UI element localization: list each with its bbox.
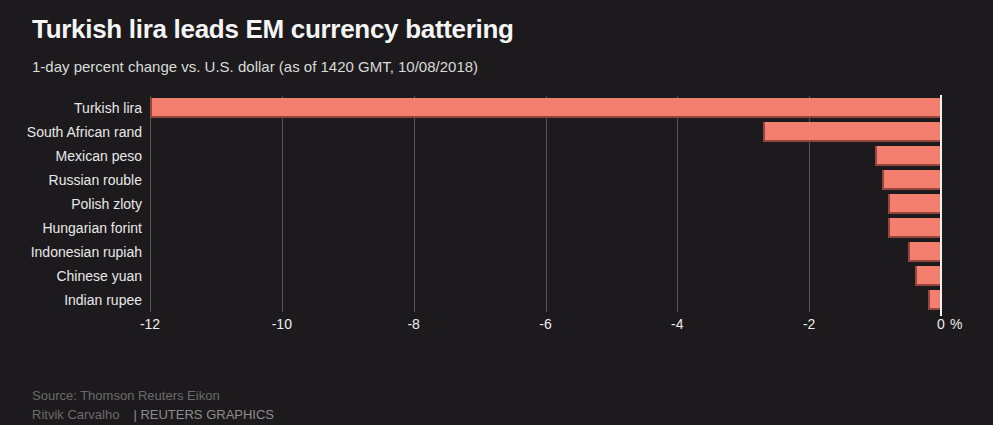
x-axis: -12-10-8-6-4-20% <box>150 316 941 334</box>
credit-line: Ritvik Carvalho | REUTERS GRAPHICS <box>32 407 274 422</box>
chart-row-russian-rouble <box>150 168 941 192</box>
chart-row-indonesian-rupiah <box>150 240 941 264</box>
bar-russian-rouble <box>882 170 941 190</box>
x-tick-label--12: -12 <box>140 316 160 332</box>
category-label-mexican-peso: Mexican peso <box>0 144 142 168</box>
category-label-indonesian-rupiah: Indonesian rupiah <box>0 240 142 264</box>
author-credit: Ritvik Carvalho <box>32 407 119 422</box>
x-tick-label-0: 0 <box>937 316 945 332</box>
category-label-hungarian-forint: Hungarian forint <box>0 216 142 240</box>
category-label-polish-zloty: Polish zloty <box>0 192 142 216</box>
x-tick-label--4: -4 <box>671 316 683 332</box>
chart-row-turkish-lira <box>150 96 941 120</box>
chart-subtitle: 1-day percent change vs. U.S. dollar (as… <box>32 58 478 75</box>
bar-series <box>150 96 941 312</box>
bar-mexican-peso <box>875 146 941 166</box>
bar-turkish-lira <box>150 98 941 118</box>
chart-row-polish-zloty <box>150 192 941 216</box>
category-axis: Turkish liraSouth African randMexican pe… <box>0 96 142 312</box>
zero-baseline <box>940 95 942 316</box>
chart-row-hungarian-forint <box>150 216 941 240</box>
bar-polish-zloty <box>888 194 941 214</box>
category-label-turkish-lira: Turkish lira <box>0 96 142 120</box>
category-label-chinese-yuan: Chinese yuan <box>0 264 142 288</box>
chart-row-south-african-rand <box>150 120 941 144</box>
chart-row-indian-rupee <box>150 288 941 312</box>
chart-row-chinese-yuan <box>150 264 941 288</box>
chart-row-mexican-peso <box>150 144 941 168</box>
category-label-indian-rupee: Indian rupee <box>0 288 142 312</box>
bar-indonesian-rupiah <box>908 242 941 262</box>
bar-chinese-yuan <box>915 266 941 286</box>
x-tick-label--10: -10 <box>272 316 292 332</box>
bar-hungarian-forint <box>888 218 941 238</box>
axis-unit-label: % <box>950 316 962 332</box>
chart-title: Turkish lira leads EM currency battering <box>32 14 514 45</box>
bar-south-african-rand <box>763 122 941 142</box>
x-tick-label--2: -2 <box>803 316 815 332</box>
reuters-graphics-brand: | REUTERS GRAPHICS <box>133 407 274 422</box>
source-note: Source: Thomson Reuters Eikon <box>32 388 220 403</box>
x-tick-label--6: -6 <box>539 316 551 332</box>
x-tick-label--8: -8 <box>407 316 419 332</box>
category-label-south-african-rand: South African rand <box>0 120 142 144</box>
category-label-russian-rouble: Russian rouble <box>0 168 142 192</box>
plot-area <box>150 96 941 312</box>
chart-figure: Turkish lira leads EM currency battering… <box>0 0 993 425</box>
